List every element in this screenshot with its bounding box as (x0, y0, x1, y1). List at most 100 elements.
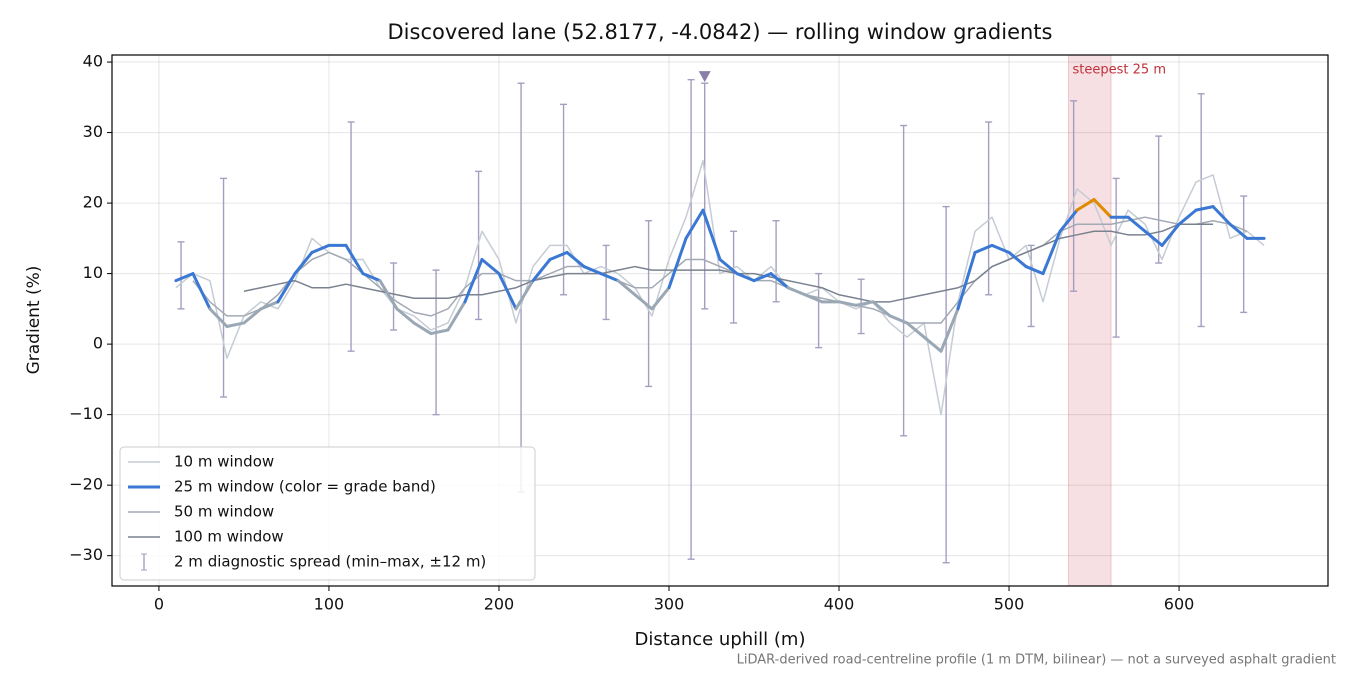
error-bar (772, 220, 780, 303)
legend-label: 25 m window (color = grade band) (174, 478, 436, 496)
line-segment (259, 300, 280, 311)
line-segment (582, 265, 603, 276)
legend-label: 50 m window (174, 503, 274, 521)
peak-marker (698, 71, 711, 83)
error-bar (1112, 177, 1120, 338)
line-segment (1007, 250, 1028, 269)
plot-frame (111, 54, 1329, 587)
error-bar (177, 241, 185, 310)
y-tick-label: 0 (93, 334, 103, 353)
error-bar (1027, 244, 1035, 328)
line-segment (1075, 198, 1096, 212)
line-segment (361, 272, 382, 283)
line-segment (718, 258, 739, 276)
legend-box (119, 446, 536, 581)
series-line (192, 216, 1248, 324)
line-segment (684, 208, 705, 240)
error-bar (730, 230, 738, 324)
line-segment (412, 321, 433, 336)
x-tick-label: 400 (824, 595, 855, 614)
line-segment (752, 272, 773, 283)
y-tick-label: 30 (83, 122, 103, 141)
error-bar (645, 220, 653, 388)
error-bar (517, 82, 525, 493)
error-bar (475, 170, 483, 321)
error-bar (1240, 195, 1248, 314)
line-segment (1228, 222, 1249, 240)
error-bar (432, 269, 440, 416)
x-tick-label: 100 (314, 595, 345, 614)
line-segment (514, 279, 535, 311)
line-segment (565, 250, 586, 269)
y-tick-label: 10 (83, 263, 103, 282)
line-segment (1177, 208, 1198, 226)
line-segment (344, 243, 365, 276)
error-bar (347, 121, 355, 352)
series-line (175, 160, 1265, 416)
line-segment (531, 258, 552, 283)
x-tick-label: 300 (654, 595, 685, 614)
line-segment (922, 335, 943, 353)
line-segment (854, 300, 875, 307)
y-tick-label: −30 (69, 545, 103, 564)
y-axis-label: Gradient (%) (24, 266, 44, 375)
legend-label: 2 m diagnostic spread (min–max, ±12 m) (174, 553, 486, 571)
line-segment (939, 307, 960, 353)
line-segment (973, 243, 994, 254)
line-segment (990, 243, 1011, 254)
error-bar (985, 121, 993, 296)
line-segment (446, 300, 467, 332)
highlight-band (1068, 54, 1112, 587)
line-segment (701, 208, 722, 262)
legend-label: 100 m window (174, 528, 284, 546)
highlight-label: steepest 25 m (1073, 63, 1166, 78)
line-segment (1211, 205, 1232, 226)
line-segment (650, 286, 671, 311)
y-tick-label: 20 (83, 193, 103, 212)
x-tick-label: 600 (1164, 595, 1195, 614)
line-segment (803, 293, 824, 304)
error-bar (815, 272, 823, 349)
line-segment (276, 272, 297, 304)
line-segment (429, 328, 450, 336)
error-bar (220, 177, 228, 398)
x-tick-label: 0 (154, 595, 164, 614)
x-tick-label: 500 (994, 595, 1025, 614)
line-segment (174, 272, 195, 283)
line-segment (1058, 208, 1079, 233)
y-tick-label: −20 (69, 475, 103, 494)
line-segment (497, 272, 518, 311)
error-bar (602, 244, 610, 321)
error-bar (390, 262, 398, 331)
y-tick-label: −10 (69, 404, 103, 423)
y-tick-label: 40 (83, 52, 103, 71)
error-bar (1070, 100, 1078, 292)
error-bar (900, 124, 908, 437)
line-segment (956, 250, 977, 311)
line-segment (395, 307, 416, 325)
line-segment (599, 272, 620, 283)
line-segment (1160, 222, 1181, 247)
line-segment (905, 321, 926, 339)
line-segment (1194, 205, 1215, 212)
error-bar (560, 103, 568, 296)
line-segment (480, 258, 501, 276)
line-segment (310, 243, 331, 254)
line-segment (1126, 215, 1147, 233)
series-line (243, 223, 1214, 303)
x-tick-label: 200 (484, 595, 515, 614)
footnote: LiDAR-derived road-centreline profile (1… (737, 653, 1336, 668)
line-segment (667, 236, 688, 290)
line-segment (293, 250, 314, 276)
line-segment (463, 258, 484, 304)
line-segment (242, 307, 263, 325)
line-segment (225, 321, 246, 328)
line-segment (769, 272, 790, 290)
error-bar (687, 78, 695, 560)
line-segment (633, 293, 654, 311)
line-segment (1143, 229, 1164, 247)
line-segment (191, 272, 212, 311)
line-segment (1024, 265, 1045, 276)
line-segment (1092, 198, 1113, 219)
